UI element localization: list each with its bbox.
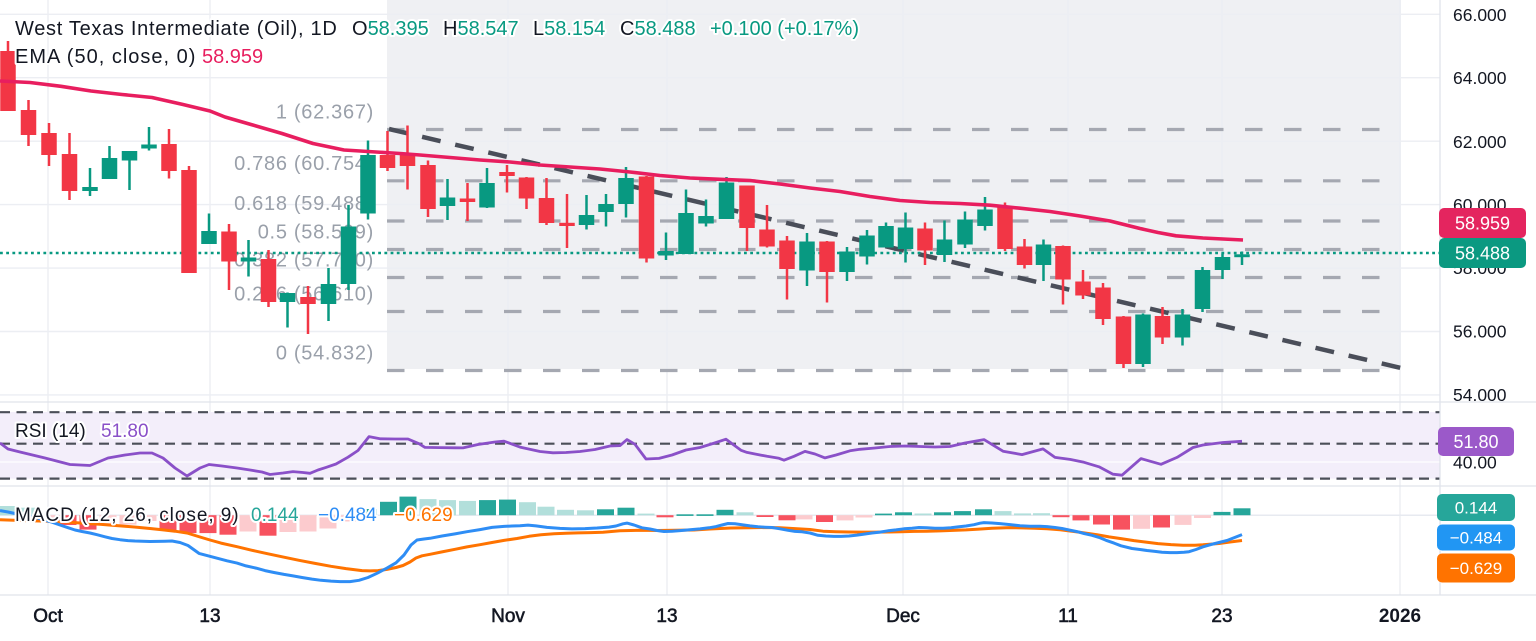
svg-text:51.80: 51.80 xyxy=(1453,432,1498,452)
svg-text:0.618 (59.488): 0.618 (59.488) xyxy=(234,193,374,215)
svg-text:64.000: 64.000 xyxy=(1453,68,1507,88)
svg-text:0.5 (58.599): 0.5 (58.599) xyxy=(258,222,374,244)
svg-text:1 (62.367): 1 (62.367) xyxy=(276,102,374,124)
svg-text:Oct: Oct xyxy=(33,606,63,627)
svg-text:MACD (12, 26, close, 9)0.144−0: MACD (12, 26, close, 9) 0.144 −0.484 −0.629 xyxy=(15,505,453,526)
svg-text:13: 13 xyxy=(656,606,677,627)
svg-text:Dec: Dec xyxy=(886,606,920,627)
svg-text:EMA (50, close, 0)58.959: EMA (50, close, 0) 58.959 xyxy=(15,46,263,68)
svg-text:−0.484: −0.484 xyxy=(1450,529,1502,548)
svg-text:0.144: 0.144 xyxy=(1455,499,1498,518)
svg-text:Nov: Nov xyxy=(491,606,525,627)
svg-text:RSI (14)51.80: RSI (14) 51.80 xyxy=(15,421,149,442)
svg-text:11: 11 xyxy=(1058,606,1078,627)
svg-text:13: 13 xyxy=(199,606,220,627)
svg-text:West Texas Intermediate (Oil),: West Texas Intermediate (Oil), 1D O58.395… xyxy=(15,18,859,40)
svg-text:23: 23 xyxy=(1211,606,1232,627)
svg-text:62.000: 62.000 xyxy=(1453,132,1507,152)
svg-text:66.000: 66.000 xyxy=(1453,5,1507,25)
svg-text:0 (54.832): 0 (54.832) xyxy=(276,343,374,365)
svg-text:40.00: 40.00 xyxy=(1453,453,1497,473)
svg-text:−0.629: −0.629 xyxy=(1450,559,1502,578)
svg-text:54.000: 54.000 xyxy=(1453,385,1507,405)
svg-text:2026: 2026 xyxy=(1379,606,1421,627)
svg-text:0.786 (60.754): 0.786 (60.754) xyxy=(234,153,374,175)
svg-text:58.959: 58.959 xyxy=(1455,213,1510,233)
svg-text:56.000: 56.000 xyxy=(1453,322,1507,342)
svg-text:58.488: 58.488 xyxy=(1455,243,1510,263)
